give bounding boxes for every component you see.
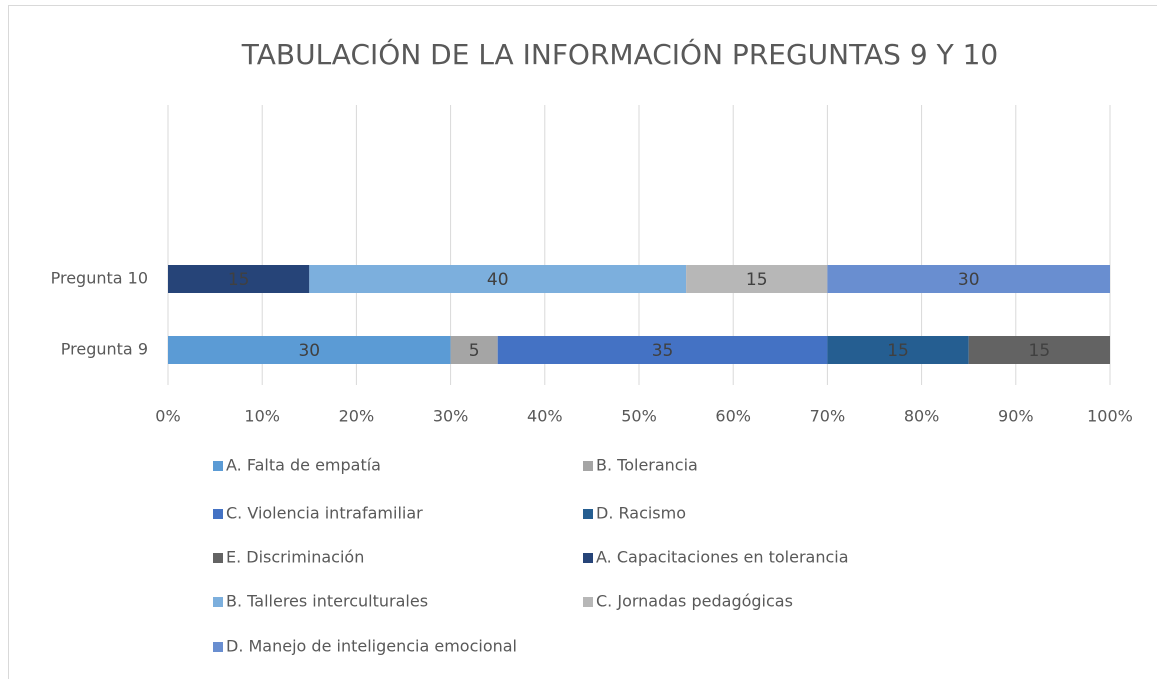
legend-swatch xyxy=(213,642,223,652)
legend-label: B. Talleres interculturales xyxy=(226,592,428,611)
data-label: 5 xyxy=(469,341,480,361)
x-tick-label: 70% xyxy=(810,407,846,426)
data-label: 15 xyxy=(887,341,909,361)
y-tick-label: Pregunta 10 xyxy=(51,269,148,288)
legend-label: D. Racismo xyxy=(596,504,686,523)
legend-label: C. Jornadas pedagógicas xyxy=(596,592,793,611)
legend-swatch xyxy=(583,461,593,471)
data-label: 15 xyxy=(746,270,768,290)
x-tick-label: 50% xyxy=(621,407,657,426)
y-tick-label: Pregunta 9 xyxy=(61,340,148,359)
legend-label: E. Discriminación xyxy=(226,548,364,567)
legend-swatch xyxy=(583,597,593,607)
x-tick-label: 30% xyxy=(433,407,469,426)
bar xyxy=(168,336,451,364)
bar xyxy=(497,336,828,364)
x-tick-label: 90% xyxy=(998,407,1034,426)
x-tick-label: 10% xyxy=(244,407,280,426)
x-tick-label: 60% xyxy=(715,407,751,426)
chart-title: TABULACIÓN DE LA INFORMACIÓN PREGUNTAS 9… xyxy=(241,37,998,71)
legend-label: C. Violencia intrafamiliar xyxy=(226,504,423,523)
legend-label: A. Capacitaciones en tolerancia xyxy=(596,548,849,567)
bar xyxy=(450,336,498,364)
data-label: 30 xyxy=(298,341,320,361)
data-label: 35 xyxy=(652,341,674,361)
x-tick-label: 80% xyxy=(904,407,940,426)
data-label: 15 xyxy=(228,270,250,290)
x-tick-label: 0% xyxy=(155,407,180,426)
data-label: 40 xyxy=(487,270,509,290)
legend-swatch xyxy=(583,553,593,563)
legend-swatch xyxy=(213,509,223,519)
legend-swatch xyxy=(213,597,223,607)
legend-swatch xyxy=(583,509,593,519)
legend-label: A. Falta de empatía xyxy=(226,456,381,475)
bar xyxy=(168,265,310,293)
x-tick-label: 100% xyxy=(1087,407,1133,426)
legend-swatch xyxy=(213,461,223,471)
bar xyxy=(968,336,1110,364)
bar xyxy=(827,336,969,364)
data-label: 30 xyxy=(958,270,980,290)
bar xyxy=(686,265,828,293)
x-tick-label: 40% xyxy=(527,407,563,426)
legend-label: B. Tolerancia xyxy=(596,456,698,475)
legend-swatch xyxy=(213,553,223,563)
legend-label: D. Manejo de inteligencia emocional xyxy=(226,637,517,656)
x-tick-label: 20% xyxy=(339,407,375,426)
bar xyxy=(827,265,1110,293)
bar xyxy=(309,265,687,293)
data-label: 15 xyxy=(1029,341,1051,361)
